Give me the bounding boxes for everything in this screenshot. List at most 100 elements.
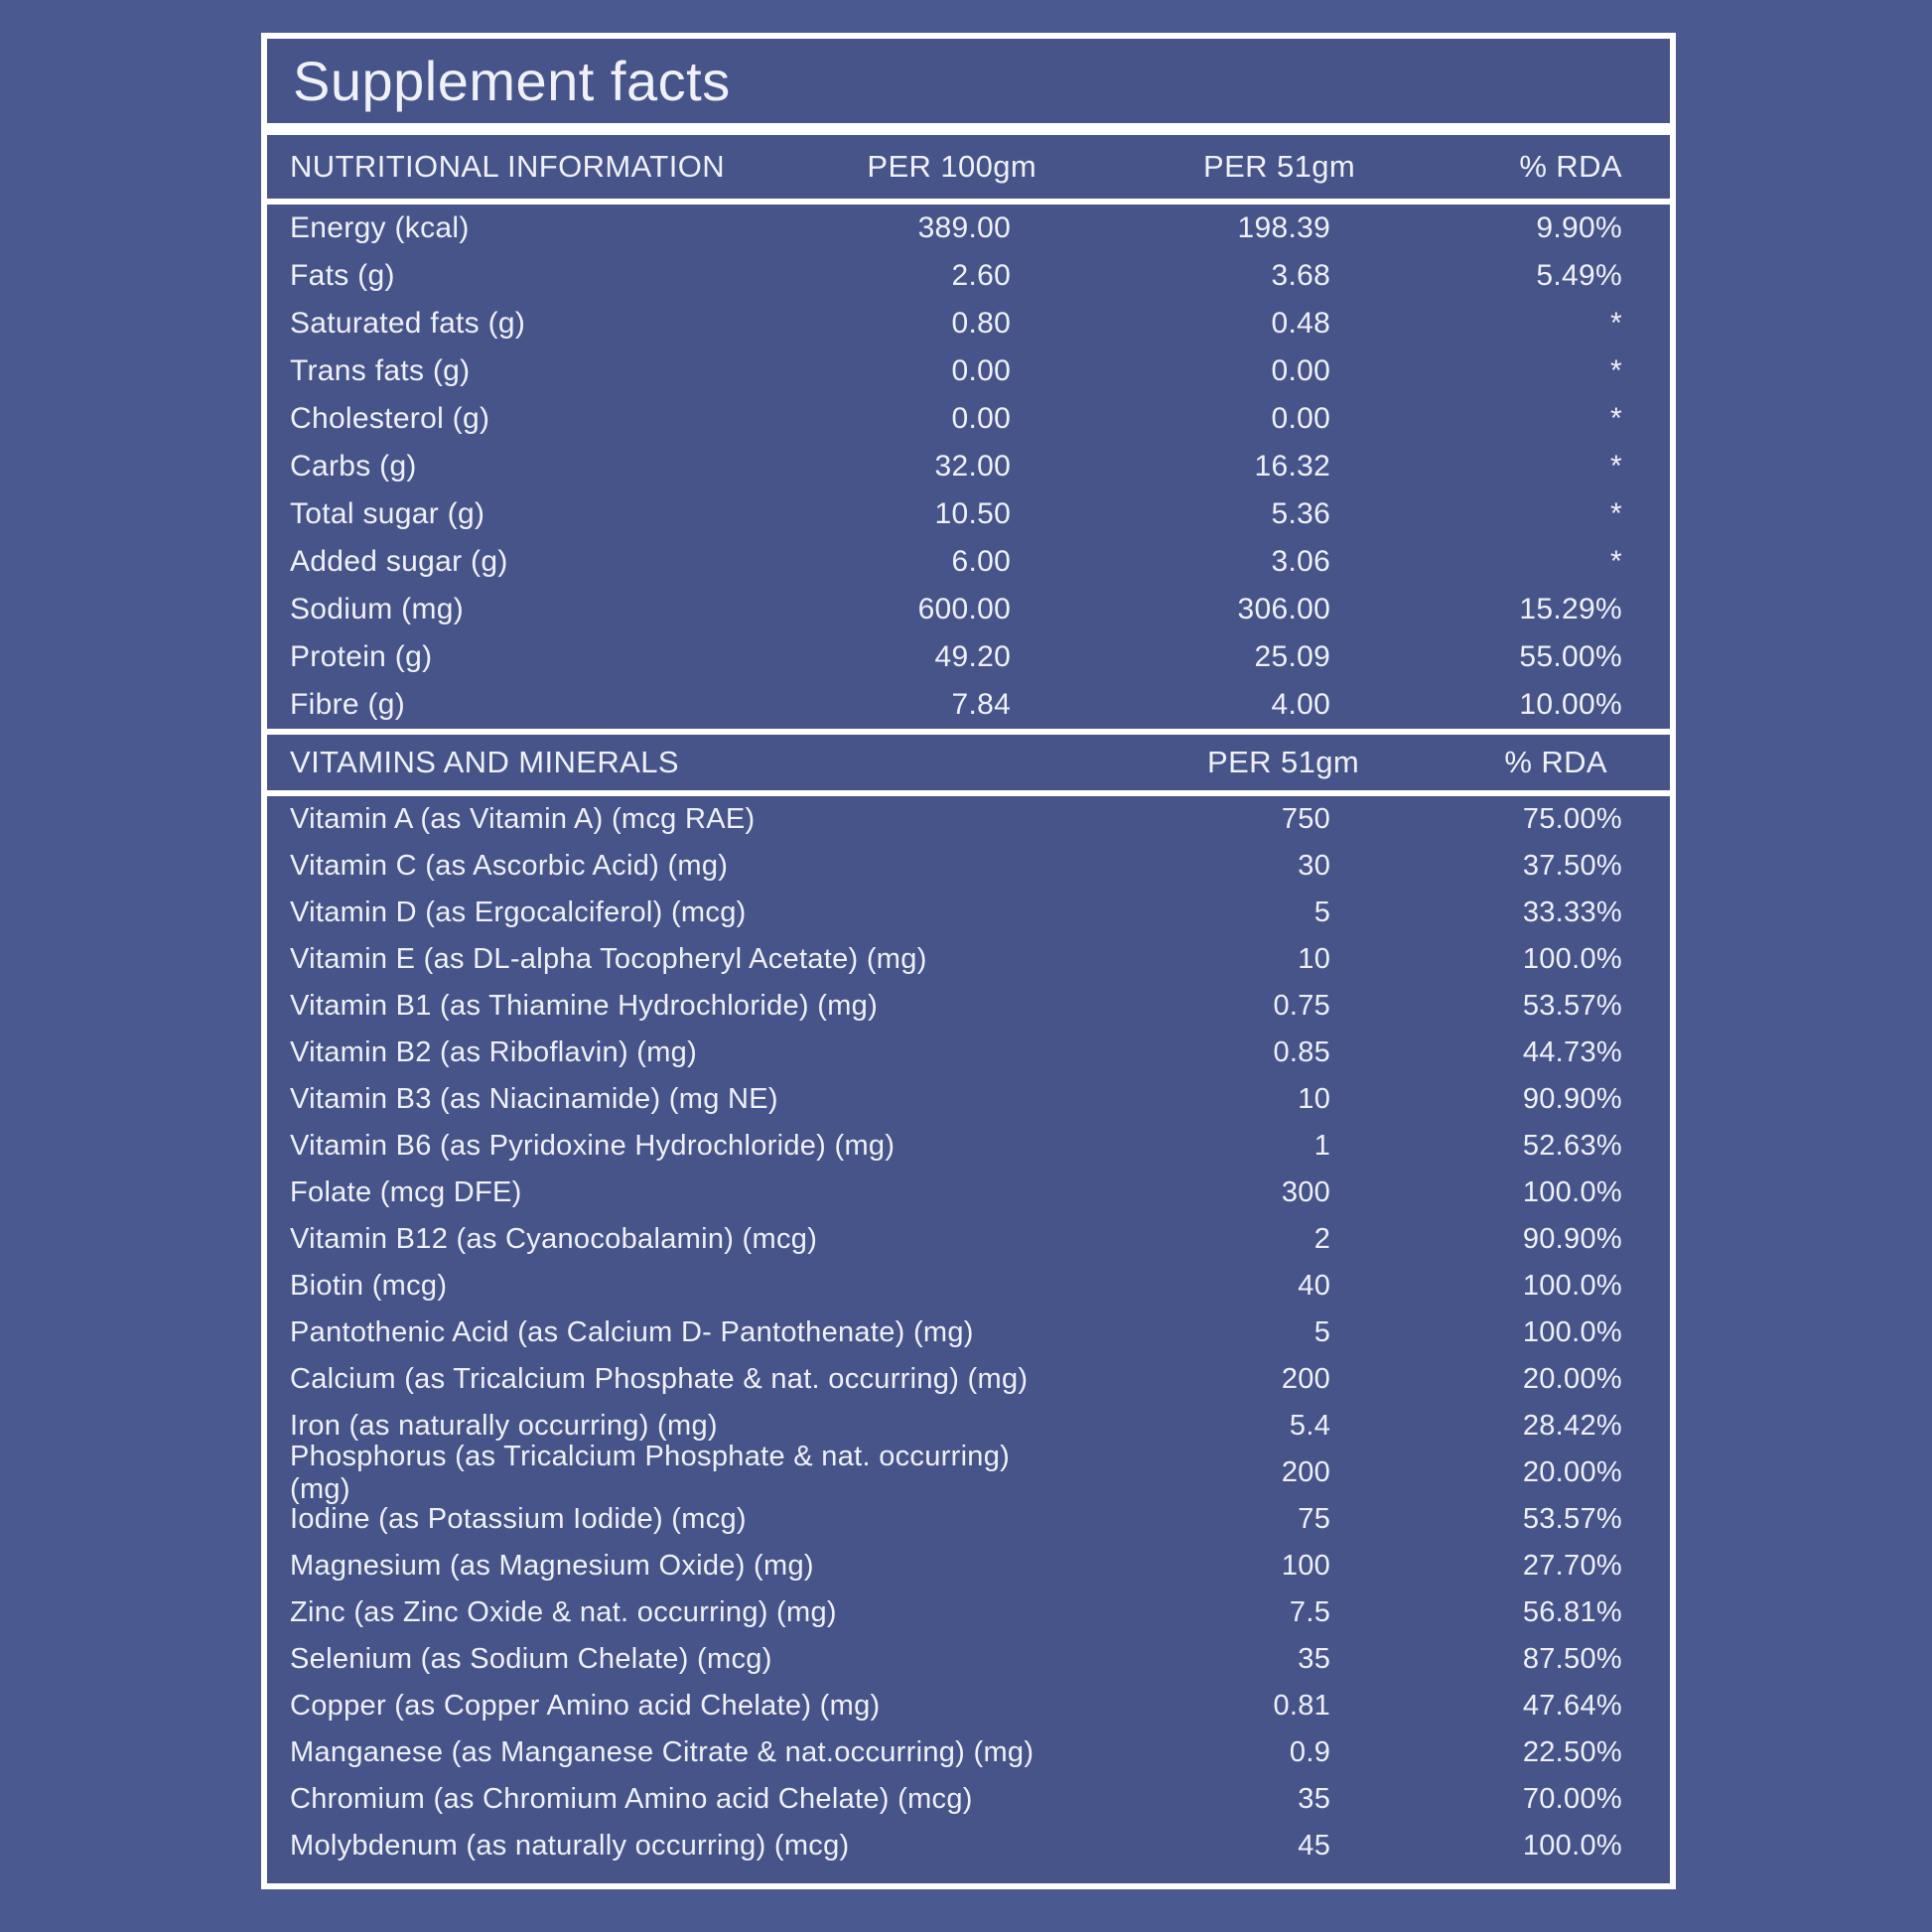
table-row: Sodium (mg) 600.00 306.00 15.29% [267, 586, 1670, 633]
table-row: Carbs (g) 32.00 16.32 * [267, 443, 1670, 490]
cell-per-100gm: 0.80 [951, 307, 1012, 340]
cell-label: Vitamin A (as Vitamin A) (mcg RAE) [290, 803, 756, 835]
table-row: Chromium (as Chromium Amino acid Chelate… [267, 1776, 1670, 1823]
cell-rda: 90.90% [1522, 1223, 1622, 1255]
cell-per-100gm: 0.00 [951, 354, 1012, 387]
cell-label: Vitamin B1 (as Thiamine Hydrochloride) (… [290, 990, 879, 1022]
cell-label: Fats (g) [290, 259, 395, 292]
table-row: Protein (g) 49.20 25.09 55.00% [267, 633, 1670, 681]
cell-rda: 37.50% [1522, 850, 1622, 882]
cell-per-51gm: 750 [1281, 803, 1331, 835]
cell-rda: 15.29% [1519, 593, 1622, 625]
cell-per-51gm: 0.9 [1289, 1736, 1331, 1768]
cell-per-51gm: 3.06 [1271, 545, 1331, 578]
cell-per-100gm: 2.60 [951, 259, 1012, 292]
table-row: Selenium (as Sodium Chelate) (mcg) 35 87.5… [267, 1636, 1670, 1683]
table-row: Total sugar (g) 10.50 5.36 * [267, 490, 1670, 538]
cell-rda: 53.57% [1522, 990, 1622, 1022]
cell-label: Iodine (as Potassium Iodide) (mcg) [290, 1503, 747, 1535]
cell-label: Vitamin B12 (as Cyanocobalamin) (mcg) [290, 1223, 818, 1255]
cell-per-51gm: 0.81 [1273, 1690, 1331, 1722]
table-row: Vitamin C (as Ascorbic Acid) (mg) 30 37.50… [267, 843, 1670, 890]
cell-label: Selenium (as Sodium Chelate) (mcg) [290, 1643, 772, 1675]
table-row: Calcium (as Tricalcium Phosphate & nat. … [267, 1356, 1670, 1403]
vitamins-header-rda: % RDA [1504, 745, 1607, 779]
cell-label: Chromium (as Chromium Amino acid Chelate… [290, 1783, 973, 1815]
table-row: Manganese (as Manganese Citrate & nat.oc… [267, 1729, 1670, 1776]
nutrition-header-per-51gm: PER 51gm [1203, 149, 1356, 184]
cell-per-51gm: 5.36 [1271, 497, 1331, 530]
cell-per-100gm: 389.00 [917, 211, 1012, 244]
table-row: Iodine (as Potassium Iodide) (mcg) 75 53.5… [267, 1496, 1670, 1543]
cell-per-51gm: 75 [1298, 1503, 1331, 1535]
cell-per-100gm: 0.00 [951, 402, 1012, 435]
cell-per-51gm: 200 [1281, 1456, 1331, 1488]
cell-label: Protein (g) [290, 640, 433, 673]
cell-rda: 22.50% [1522, 1736, 1622, 1768]
table-row: Vitamin B6 (as Pyridoxine Hydrochloride)… [267, 1123, 1670, 1170]
table-row: Fibre (g) 7.84 4.00 10.00% [267, 681, 1670, 729]
table-row: Cholesterol (g) 0.00 0.00 * [267, 395, 1670, 443]
table-row: Vitamin B3 (as Niacinamide) (mg NE) 10 90.… [267, 1076, 1670, 1123]
cell-per-51gm: 0.48 [1271, 307, 1331, 340]
cell-per-51gm: 5.4 [1289, 1410, 1331, 1442]
cell-rda: 100.0% [1522, 1316, 1622, 1348]
cell-label: Magnesium (as Magnesium Oxide) (mg) [290, 1550, 814, 1582]
table-row: Added sugar (g) 6.00 3.06 * [267, 538, 1670, 586]
cell-rda: 20.00% [1522, 1363, 1622, 1395]
cell-per-51gm: 10 [1298, 943, 1331, 975]
cell-rda: 100.0% [1522, 1270, 1622, 1302]
title-divider [267, 123, 1670, 135]
cell-per-51gm: 40 [1298, 1270, 1331, 1302]
cell-rda: * [1609, 497, 1622, 530]
cell-label: Phosphorus (as Tricalcium Phosphate & na… [290, 1440, 1011, 1505]
cell-per-100gm: 49.20 [934, 640, 1012, 673]
cell-rda: 28.42% [1522, 1410, 1622, 1442]
table-row: Iron (as naturally occurring) (mg) 5.4 28.… [267, 1403, 1670, 1449]
vitamins-header-row: VITAMINS AND MINERALS PER 51gm % RDA [267, 735, 1670, 790]
table-row: Energy (kcal) 389.00 198.39 9.90% [267, 205, 1670, 252]
cell-per-51gm: 7.5 [1289, 1596, 1331, 1628]
cell-label: Cholesterol (g) [290, 402, 490, 435]
vitamins-table-body: Vitamin A (as Vitamin A) (mcg RAE) 750 75.… [267, 796, 1670, 1869]
table-row: Vitamin E (as DL-alpha Tocopheryl Acetat… [267, 936, 1670, 983]
cell-label: Trans fats (g) [290, 354, 471, 387]
table-row: Trans fats (g) 0.00 0.00 * [267, 347, 1670, 395]
cell-per-51gm: 0.00 [1271, 354, 1331, 387]
table-row: Fats (g) 2.60 3.68 5.49% [267, 252, 1670, 300]
cell-per-51gm: 45 [1298, 1830, 1331, 1862]
cell-label: Added sugar (g) [290, 545, 508, 578]
cell-label: Manganese (as Manganese Citrate & nat.oc… [290, 1736, 1035, 1768]
page-title: Supplement facts [293, 50, 731, 112]
cell-label: Zinc (as Zinc Oxide & nat. occurring) (m… [290, 1596, 837, 1628]
cell-per-51gm: 10 [1298, 1083, 1331, 1115]
table-row: Magnesium (as Magnesium Oxide) (mg) 100 27… [267, 1543, 1670, 1589]
cell-rda: 5.49% [1536, 259, 1622, 292]
vitamins-top-rule [267, 729, 1670, 735]
cell-per-51gm: 300 [1281, 1176, 1331, 1208]
table-row: Copper (as Copper Amino acid Chelate) (m… [267, 1683, 1670, 1729]
table-row: Saturated fats (g) 0.80 0.48 * [267, 300, 1670, 347]
cell-rda: 33.33% [1522, 897, 1622, 928]
cell-label: Calcium (as Tricalcium Phosphate & nat. … [290, 1363, 1029, 1395]
table-row: Molybdenum (as naturally occurring) (mcg… [267, 1823, 1670, 1869]
cell-rda: 52.63% [1522, 1130, 1622, 1162]
cell-rda: 55.00% [1519, 640, 1622, 673]
cell-label: Pantothenic Acid (as Calcium D- Pantothe… [290, 1316, 974, 1348]
cell-per-51gm: 2 [1313, 1223, 1331, 1255]
nutrition-table-body: Energy (kcal) 389.00 198.39 9.90% Fats (g) 2.… [267, 205, 1670, 729]
cell-per-51gm: 30 [1298, 850, 1331, 882]
cell-per-100gm: 600.00 [917, 593, 1012, 625]
cell-rda: * [1609, 307, 1622, 340]
title-bar: Supplement facts [267, 39, 1670, 123]
supplement-facts-panel: Supplement facts NUTRITIONAL INFORMATION… [261, 33, 1676, 1889]
cell-label: Energy (kcal) [290, 211, 470, 244]
cell-rda: 47.64% [1522, 1690, 1622, 1722]
cell-per-51gm: 0.85 [1273, 1036, 1331, 1068]
cell-per-51gm: 200 [1281, 1363, 1331, 1395]
cell-label: Vitamin B3 (as Niacinamide) (mg NE) [290, 1083, 778, 1115]
table-row: Biotin (mcg) 40 100.0% [267, 1263, 1670, 1310]
nutrition-header-rda: % RDA [1519, 149, 1622, 184]
cell-label: Carbs (g) [290, 450, 417, 483]
cell-rda: 53.57% [1522, 1503, 1622, 1535]
